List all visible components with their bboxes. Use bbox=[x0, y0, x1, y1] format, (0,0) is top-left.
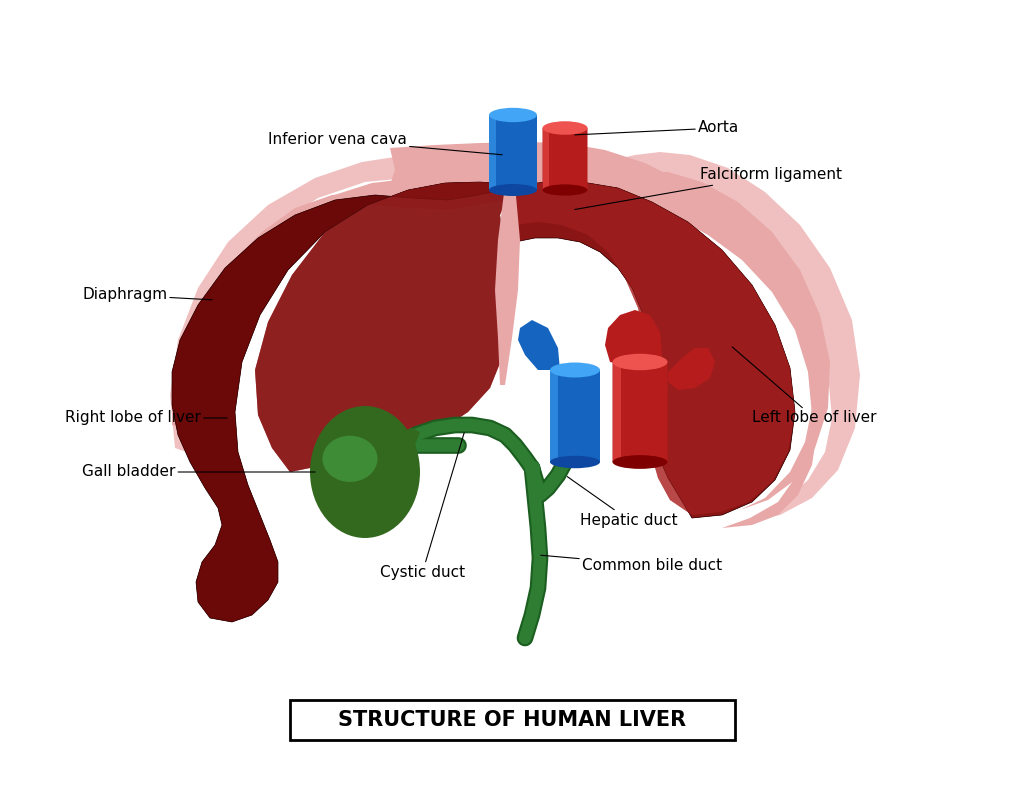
Polygon shape bbox=[512, 182, 795, 518]
Ellipse shape bbox=[310, 406, 420, 538]
Polygon shape bbox=[388, 428, 420, 452]
Ellipse shape bbox=[550, 363, 600, 378]
Text: Hepatic duct: Hepatic duct bbox=[567, 477, 678, 528]
Text: Common bile duct: Common bile duct bbox=[541, 556, 722, 572]
Polygon shape bbox=[512, 182, 795, 518]
Ellipse shape bbox=[323, 436, 378, 482]
Polygon shape bbox=[605, 310, 662, 368]
Ellipse shape bbox=[489, 184, 537, 196]
Ellipse shape bbox=[489, 108, 537, 122]
Ellipse shape bbox=[550, 456, 600, 469]
Polygon shape bbox=[390, 142, 818, 528]
Text: Falciform ligament: Falciform ligament bbox=[574, 167, 842, 210]
Polygon shape bbox=[170, 152, 860, 520]
Ellipse shape bbox=[612, 455, 668, 469]
Text: Inferior vena cava: Inferior vena cava bbox=[268, 132, 502, 155]
FancyBboxPatch shape bbox=[543, 128, 588, 190]
Polygon shape bbox=[518, 320, 560, 370]
Polygon shape bbox=[668, 348, 715, 390]
Polygon shape bbox=[543, 128, 549, 190]
Polygon shape bbox=[195, 172, 830, 510]
FancyBboxPatch shape bbox=[489, 115, 537, 190]
Text: Gall bladder: Gall bladder bbox=[82, 465, 315, 480]
Text: Right lobe of liver: Right lobe of liver bbox=[65, 410, 227, 426]
Text: Aorta: Aorta bbox=[574, 120, 739, 135]
Polygon shape bbox=[255, 182, 515, 472]
Text: Left lobe of liver: Left lobe of liver bbox=[732, 347, 877, 426]
Polygon shape bbox=[512, 182, 795, 515]
FancyBboxPatch shape bbox=[290, 700, 735, 740]
Ellipse shape bbox=[543, 121, 588, 135]
Polygon shape bbox=[550, 370, 557, 462]
Text: Diaphragm: Diaphragm bbox=[82, 288, 212, 303]
Polygon shape bbox=[172, 188, 512, 432]
Polygon shape bbox=[512, 182, 795, 515]
Polygon shape bbox=[255, 182, 515, 472]
Ellipse shape bbox=[612, 354, 668, 371]
Polygon shape bbox=[172, 182, 515, 622]
FancyBboxPatch shape bbox=[550, 370, 600, 462]
Text: Cystic duct: Cystic duct bbox=[380, 433, 465, 579]
Polygon shape bbox=[612, 362, 621, 462]
FancyBboxPatch shape bbox=[612, 362, 668, 462]
Text: STRUCTURE OF HUMAN LIVER: STRUCTURE OF HUMAN LIVER bbox=[339, 710, 686, 730]
Polygon shape bbox=[495, 185, 520, 385]
Polygon shape bbox=[172, 182, 515, 622]
Ellipse shape bbox=[543, 184, 588, 195]
Polygon shape bbox=[489, 115, 497, 190]
